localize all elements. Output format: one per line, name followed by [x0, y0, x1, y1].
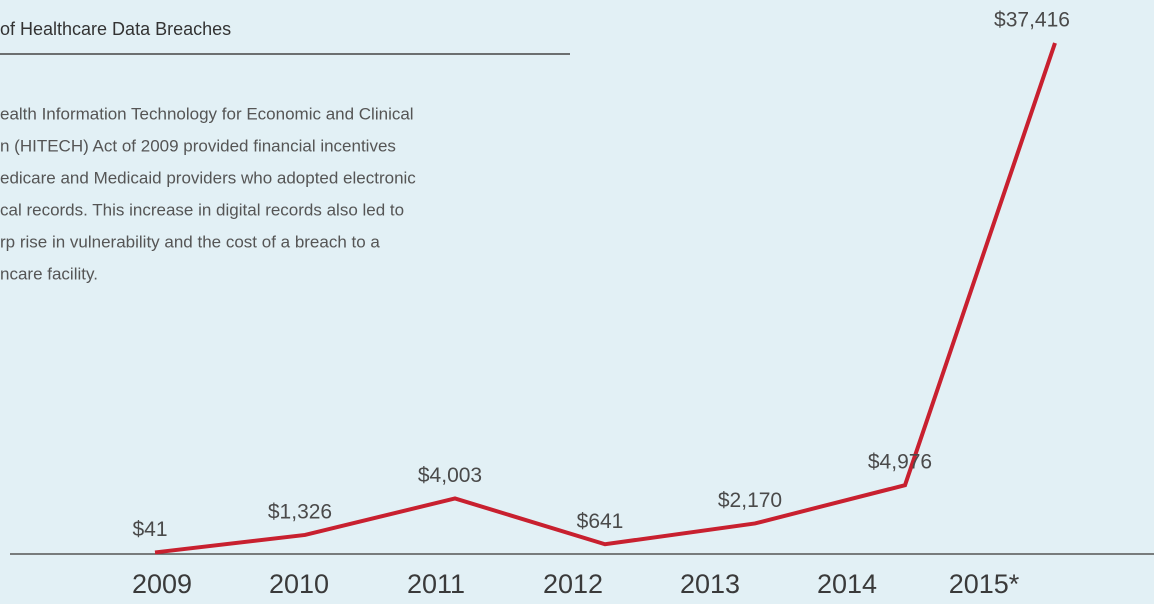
description-line: cal records. This increase in digital re…: [0, 200, 404, 219]
data-label: $641: [577, 510, 624, 533]
data-label: $4,003: [418, 464, 482, 487]
x-tick-label: 2013: [680, 569, 740, 599]
line-series: [154, 42, 1057, 555]
x-tick-label: 2011: [407, 569, 465, 599]
data-label: $1,326: [268, 500, 332, 523]
x-tick-label: 2012: [543, 569, 603, 599]
chart-title: of Healthcare Data Breaches: [0, 19, 231, 39]
x-tick-label: 2014: [817, 569, 877, 599]
description-line: ncare facility.: [0, 264, 98, 283]
x-tick-label: 2010: [269, 569, 329, 599]
x-tick-label: 2009: [132, 569, 192, 599]
description-line: rp rise in vulnerability and the cost of…: [0, 232, 380, 251]
data-label: $2,170: [718, 489, 782, 512]
data-label: $41: [132, 518, 167, 541]
description-line: ealth Information Technology for Economi…: [0, 104, 414, 123]
description-line: n (HITECH) Act of 2009 provided financia…: [0, 136, 396, 155]
description-line: edicare and Medicaid providers who adopt…: [0, 168, 416, 187]
x-tick-label: 2015*: [949, 569, 1020, 599]
data-label: $37,416: [994, 9, 1070, 32]
data-label: $4,976: [868, 451, 932, 474]
